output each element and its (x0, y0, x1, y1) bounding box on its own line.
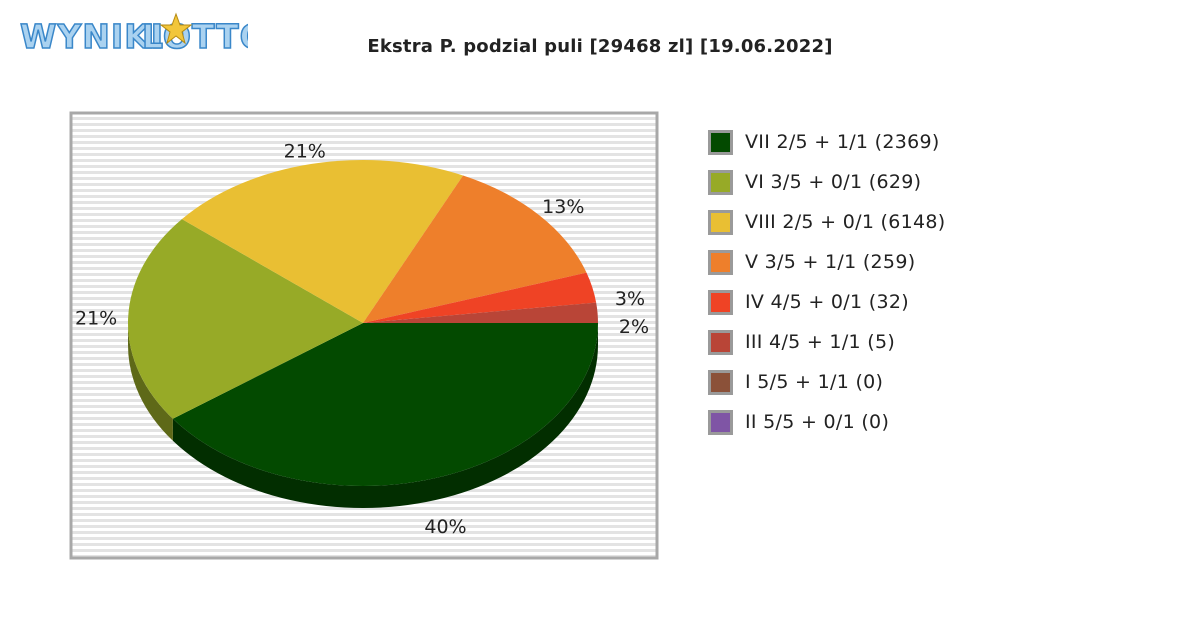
logo-text-wyniki: WYNIKI (20, 17, 164, 56)
legend-item: VIII 2/5 + 0/1 (6148) (708, 202, 946, 242)
wyniki-lotto-logo: WYNIKI LOTTO (19, 12, 248, 57)
pie-slice-label: 21% (75, 307, 117, 329)
legend-label: IV 4/5 + 0/1 (32) (745, 291, 909, 313)
pie-slice-side (128, 323, 173, 441)
legend-item: III 4/5 + 1/1 (5) (708, 322, 946, 362)
legend-label: VIII 2/5 + 0/1 (6148) (745, 211, 946, 233)
legend-label: I 5/5 + 1/1 (0) (745, 371, 884, 393)
legend-swatch (708, 169, 733, 195)
legend-item: VII 2/5 + 1/1 (2369) (708, 122, 946, 162)
legend-swatch (708, 369, 733, 395)
pie-slice (363, 302, 598, 323)
chart-title: Ekstra P. podzial puli [29468 zl] [19.06… (367, 36, 833, 57)
legend-swatch (708, 209, 733, 235)
pie-slice-label: 3% (615, 288, 645, 310)
legend-item: V 3/5 + 1/1 (259) (708, 242, 946, 282)
legend-swatch (708, 249, 733, 275)
pie-slice-label: 13% (542, 196, 584, 218)
pie-slice-side (172, 323, 598, 508)
pie-labels-layer: 40% 21% 21% 13% 3% 2% (75, 140, 649, 538)
pie-slices-layer (128, 159, 598, 486)
legend-item: VI 3/5 + 0/1 (629) (708, 162, 946, 202)
legend-item: IV 4/5 + 0/1 (32) (708, 282, 946, 322)
legend-label: II 5/5 + 0/1 (0) (745, 411, 890, 433)
logo-text-lotto: LOTTO (142, 17, 248, 56)
legend-swatch (708, 329, 733, 355)
legend-label: V 3/5 + 1/1 (259) (745, 251, 916, 273)
legend-swatch (708, 289, 733, 315)
chart-legend: VII 2/5 + 1/1 (2369) VI 3/5 + 0/1 (629) VI… (708, 122, 946, 442)
pie-slice-label: 21% (284, 140, 326, 162)
legend-label: VII 2/5 + 1/1 (2369) (745, 131, 940, 153)
legend-label: III 4/5 + 1/1 (5) (745, 331, 896, 353)
legend-swatch (708, 409, 733, 435)
pie-slice (363, 175, 587, 323)
pie-depth-layer (128, 323, 598, 508)
pie-slice-label: 2% (619, 316, 649, 338)
pie-slice (363, 272, 597, 323)
logo-star-icon (159, 12, 193, 45)
legend-item: II 5/5 + 0/1 (0) (708, 402, 946, 442)
pie-slice (128, 219, 363, 419)
legend-item: I 5/5 + 1/1 (0) (708, 362, 946, 402)
pie-slice (172, 323, 598, 486)
pie-slice-label: 40% (424, 516, 466, 538)
pie-slice (181, 159, 464, 323)
legend-label: VI 3/5 + 0/1 (629) (745, 171, 922, 193)
legend-swatch (708, 129, 733, 155)
